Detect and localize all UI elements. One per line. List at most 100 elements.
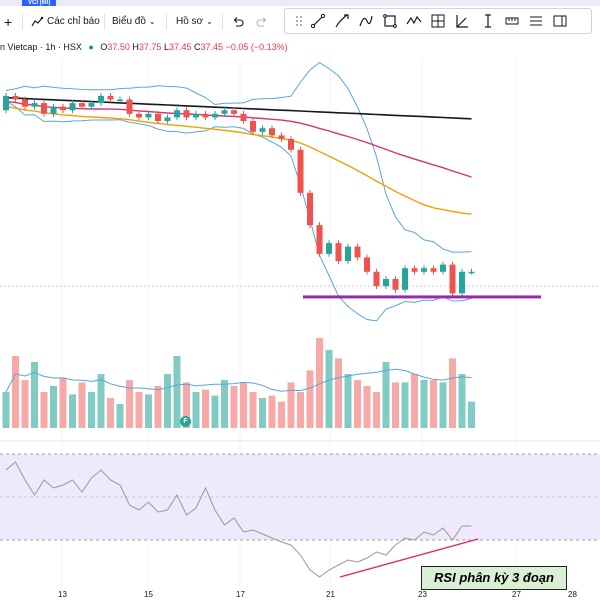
volume-bar (249, 392, 257, 428)
ma-orange (5, 106, 472, 215)
candle (202, 113, 209, 118)
event-marker[interactable]: F (180, 416, 191, 427)
volume-bar (259, 398, 266, 428)
candle (183, 110, 190, 118)
candle (60, 106, 66, 111)
candle (250, 121, 256, 132)
volume-bar (439, 382, 447, 428)
volume-bar (164, 374, 171, 428)
volume-bar (69, 394, 76, 428)
low-label: L (163, 42, 169, 52)
volume-bar (411, 374, 418, 428)
candle (288, 138, 294, 150)
toolbar-divider (166, 14, 167, 30)
candle (136, 113, 142, 118)
trend-line-tool-icon[interactable] (309, 12, 327, 30)
candle (449, 264, 456, 294)
volume-bar (107, 398, 114, 428)
low-value: 37.45 (168, 42, 192, 52)
candle (364, 257, 370, 272)
volume-bar (449, 358, 456, 428)
undo-button[interactable] (232, 12, 244, 32)
curve-tool-icon[interactable] (357, 12, 375, 30)
sidebar-toggle-icon[interactable] (551, 12, 569, 30)
charts-label: Biểu đồ (112, 16, 146, 27)
lower-band (5, 100, 472, 322)
volume-bar (430, 380, 437, 428)
volume-bar (373, 392, 380, 428)
candle (174, 110, 180, 118)
volume-bar (335, 358, 342, 428)
volume-ma (5, 368, 472, 393)
candle (297, 149, 304, 193)
close-value: 37.45 (200, 42, 224, 52)
pattern-tool-icon[interactable] (405, 12, 423, 30)
measure-tool-icon[interactable] (503, 12, 521, 30)
candle (69, 103, 76, 111)
x-tick-label: 15 (144, 590, 153, 599)
volume-bar (382, 362, 390, 428)
redo-icon (256, 17, 267, 27)
chevron-down-icon: ⌄ (148, 17, 156, 26)
candle (278, 135, 285, 139)
charts-dropdown[interactable]: Biểu đồ ⌄ (112, 12, 156, 32)
plus-icon: + (4, 14, 13, 30)
redo-button[interactable] (256, 12, 268, 32)
candle (193, 113, 199, 118)
rsi-divergence-annotation[interactable]: RSI phân kỳ 3 đoạn (421, 566, 567, 590)
candle (411, 268, 418, 272)
volume-bar (211, 395, 219, 428)
candle (383, 278, 389, 287)
compare-plus-button[interactable]: + (4, 12, 12, 32)
tab-symbol[interactable]: VCI (60) (22, 0, 57, 6)
volume-bar (278, 401, 285, 428)
rectangle-tool-icon[interactable] (381, 12, 399, 30)
candle (440, 264, 446, 272)
volume-bar (183, 382, 190, 428)
volume-bar (306, 370, 314, 428)
candle (22, 99, 28, 107)
volume-bar (316, 338, 323, 428)
volume-bar (50, 386, 57, 428)
candle (392, 278, 399, 290)
x-tick-label: 13 (58, 590, 67, 599)
x-tick-label: 28 (568, 590, 577, 599)
symbol-legend: n Vietcap · 1h · HSX ● O37.50 H37.75 L37… (0, 40, 288, 54)
volume-bar (135, 392, 143, 428)
ma-pink (5, 100, 472, 178)
toolbar-divider (22, 14, 23, 30)
volume-bar (420, 380, 428, 428)
candle (41, 103, 47, 114)
volume-bar (116, 404, 124, 428)
candle (269, 128, 275, 136)
volume-bar (392, 382, 399, 428)
grid-tool-icon[interactable] (429, 12, 447, 30)
volume-bar (59, 377, 67, 428)
volume-bar (78, 382, 86, 428)
x-tick-label: 21 (326, 590, 335, 599)
profile-label: Hồ sơ (176, 16, 204, 27)
text-tool-icon[interactable] (479, 12, 497, 30)
symbol-name[interactable]: n Vietcap · 1h · HSX (0, 42, 82, 52)
candle (345, 246, 351, 262)
drag-handle-icon[interactable] (290, 12, 308, 30)
lines-tool-icon[interactable] (527, 12, 545, 30)
volume-bar (88, 392, 95, 428)
indicators-label: Các chỉ báo (47, 16, 100, 27)
candle (31, 103, 38, 107)
volume-bar (344, 374, 352, 428)
profile-dropdown[interactable]: Hồ sơ ⌄ (176, 12, 213, 32)
brush-tool-icon[interactable] (333, 12, 351, 30)
angle-tool-icon[interactable] (453, 12, 471, 30)
indicators-icon (31, 16, 44, 27)
candle (373, 271, 380, 287)
indicators-button[interactable]: Các chỉ báo (30, 12, 100, 32)
candle (98, 95, 104, 104)
volume-bar (40, 392, 48, 428)
price-chart[interactable] (0, 40, 600, 600)
support-line[interactable] (303, 295, 541, 299)
candle (155, 113, 161, 122)
candle (326, 243, 332, 254)
candle (430, 268, 437, 272)
volume-bar (173, 356, 181, 428)
